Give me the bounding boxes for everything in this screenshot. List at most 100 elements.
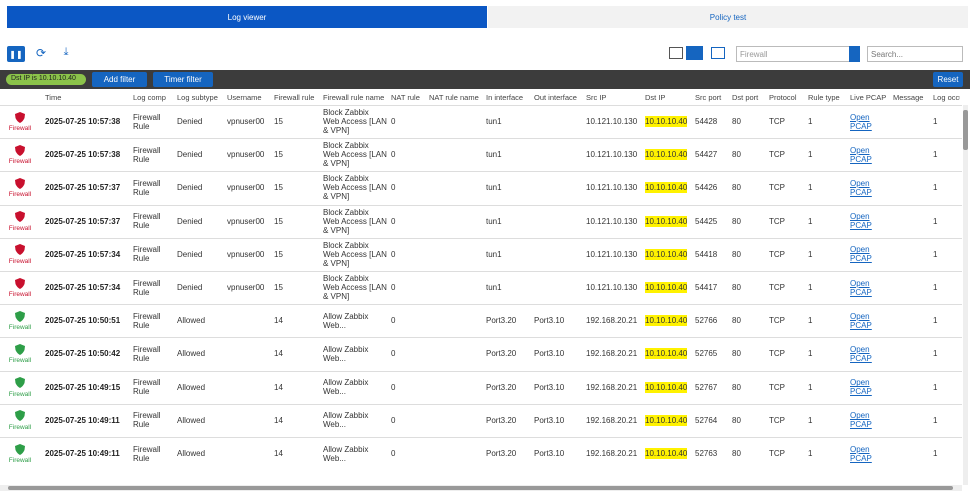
table-cell: 10.121.10.130 xyxy=(586,283,638,293)
table-cell: Denied xyxy=(177,150,203,160)
table-cell[interactable]: Open PCAP xyxy=(850,272,889,303)
tab-policy-test[interactable]: Policy test xyxy=(488,6,968,28)
table-cell: Block Zabbix Web Access [LAN & VPN] xyxy=(323,141,387,169)
column-header[interactable]: Src IP xyxy=(586,92,607,102)
column-header[interactable]: In interface xyxy=(486,92,524,102)
dst-ip-highlight: 10.10.10.40 xyxy=(645,215,688,227)
column-header[interactable]: Dst port xyxy=(732,92,759,102)
reset-button[interactable]: Reset xyxy=(933,72,963,87)
column-header[interactable]: Log comp xyxy=(133,92,166,102)
open-pcap-link[interactable]: Open PCAP xyxy=(850,344,872,363)
download-button[interactable]: ⤓ xyxy=(63,46,69,58)
column-header[interactable]: Username xyxy=(227,92,262,102)
column-header[interactable]: Protocol xyxy=(769,92,797,102)
open-pcap-link[interactable]: Open PCAP xyxy=(850,178,872,197)
table-cell[interactable]: Open PCAP xyxy=(850,139,889,170)
view-toggle[interactable] xyxy=(669,47,683,59)
table-cell: 80 xyxy=(732,183,741,193)
table-cell: 2025-07-25 10:49:11 xyxy=(45,449,120,459)
dst-ip-highlight: 10.10.10.40 xyxy=(645,116,688,128)
table-cell: 1 xyxy=(808,249,813,259)
table-cell: 0 xyxy=(391,316,396,326)
column-header[interactable]: Firewall rule xyxy=(274,92,315,102)
table-cell: 10.10.10.40 xyxy=(645,372,691,403)
dst-ip-highlight: 10.10.10.40 xyxy=(645,414,688,426)
table-cell: 2025-07-25 10:49:11 xyxy=(45,415,120,425)
column-header[interactable]: NAT rule name xyxy=(429,92,479,102)
column-header[interactable]: Dst IP xyxy=(645,92,666,102)
table-cell[interactable]: Open PCAP xyxy=(850,338,889,369)
select-arrow[interactable] xyxy=(849,46,860,62)
column-header[interactable]: Rule type xyxy=(808,92,840,102)
open-pcap-link[interactable]: Open PCAP xyxy=(850,145,872,164)
add-filter-button[interactable]: Add filter xyxy=(92,72,147,87)
table-cell[interactable]: Open PCAP xyxy=(850,405,889,436)
table-cell: Block Zabbix Web Access [LAN & VPN] xyxy=(323,240,387,268)
open-pcap-link[interactable]: Open PCAP xyxy=(850,311,872,330)
view-toggle-active[interactable] xyxy=(686,46,703,60)
column-header[interactable]: Src port xyxy=(695,92,722,102)
table-cell: Allowed xyxy=(177,382,206,392)
table-cell: 10.10.10.40 xyxy=(645,438,691,469)
log-select[interactable]: Firewall xyxy=(736,46,860,62)
table-cell: vpnuser00 xyxy=(227,216,265,226)
column-header[interactable]: NAT rule xyxy=(391,92,420,102)
table-cell: Block Zabbix Web Access [LAN & VPN] xyxy=(323,174,387,202)
open-pcap-link[interactable]: Open PCAP xyxy=(850,444,872,463)
open-pcap-link[interactable]: Open PCAP xyxy=(850,112,872,131)
table-cell[interactable]: Open PCAP xyxy=(850,305,889,336)
table-cell: Port3.20 xyxy=(486,349,517,359)
table-cell[interactable]: Open PCAP xyxy=(850,372,889,403)
table-cell: 1 xyxy=(808,283,813,293)
open-pcap-link[interactable]: Open PCAP xyxy=(850,278,872,297)
add-column[interactable] xyxy=(711,47,725,59)
table-cell[interactable]: Open PCAP xyxy=(850,106,889,137)
table-cell: Port3.20 xyxy=(486,415,517,425)
open-pcap-link[interactable]: Open PCAP xyxy=(850,411,872,430)
table-cell[interactable]: Open PCAP xyxy=(850,438,889,469)
open-pcap-link[interactable]: Open PCAP xyxy=(850,212,872,231)
table-cell: vpnuser00 xyxy=(227,283,265,293)
table-cell: 10.10.10.40 xyxy=(645,172,691,203)
table-cell: vpnuser00 xyxy=(227,183,265,193)
table-cell: 1 xyxy=(808,216,813,226)
open-pcap-link[interactable]: Open PCAP xyxy=(850,245,872,264)
table-cell: Allowed xyxy=(177,316,206,326)
table-cell: 52763 xyxy=(695,449,718,459)
table-cell: Denied xyxy=(177,216,203,226)
table-cell: Firewall Rule xyxy=(133,278,161,297)
table-cell: 15 xyxy=(274,216,283,226)
table-cell: tun1 xyxy=(486,216,502,226)
table-cell: 1 xyxy=(808,183,813,193)
table-cell: 0 xyxy=(391,249,396,259)
table-cell[interactable]: Open PCAP xyxy=(850,206,889,237)
column-header[interactable]: Message xyxy=(893,92,924,102)
column-header[interactable]: Live PCAP xyxy=(850,92,887,102)
pause-button[interactable]: ❚❚ xyxy=(7,46,25,62)
column-header[interactable]: Time xyxy=(45,92,62,102)
table-cell: Port3.10 xyxy=(534,449,565,459)
table-cell: tun1 xyxy=(486,283,502,293)
column-header[interactable]: Log subtype xyxy=(177,92,218,102)
table-cell: Port3.10 xyxy=(534,382,565,392)
refresh-button[interactable]: ⟳ xyxy=(35,46,47,60)
timer-filter-button[interactable]: Timer filter xyxy=(153,72,213,87)
table-cell[interactable]: Open PCAP xyxy=(850,239,889,270)
row-divider xyxy=(0,138,962,140)
filter-chip[interactable]: Dst IP is 10.10.10.40 xyxy=(6,74,86,85)
status-icon xyxy=(10,211,30,223)
table-cell: 192.168.20.21 xyxy=(586,449,638,459)
table-cell: 10.10.10.40 xyxy=(645,338,691,369)
status-label: Firewall xyxy=(8,224,32,232)
search-input[interactable]: Search... xyxy=(867,46,963,62)
open-pcap-link[interactable]: Open PCAP xyxy=(850,378,872,397)
table-cell: 1 xyxy=(933,415,938,425)
tab-log-viewer[interactable]: Log viewer xyxy=(7,6,487,28)
column-header[interactable]: Out interface xyxy=(534,92,577,102)
column-header[interactable]: Log occu xyxy=(933,92,960,102)
table-cell[interactable]: Open PCAP xyxy=(850,172,889,203)
status-icon xyxy=(10,111,30,123)
status-icon xyxy=(10,277,30,289)
table-cell: 0 xyxy=(391,349,396,359)
column-header[interactable]: Firewall rule name xyxy=(323,92,385,102)
